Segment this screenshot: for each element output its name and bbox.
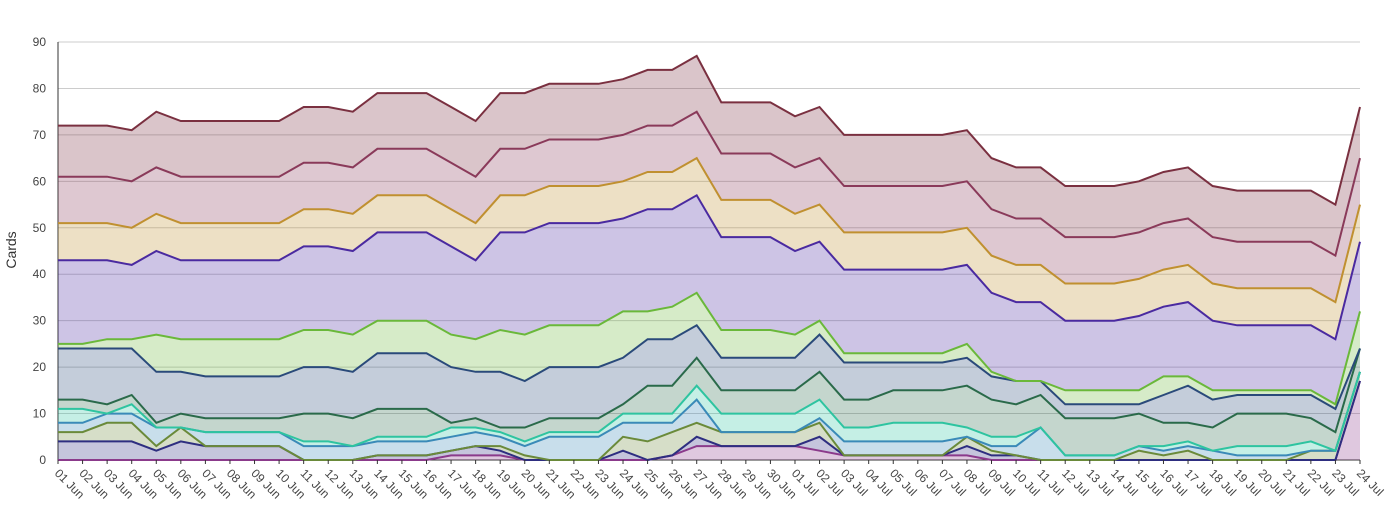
series-area-7 [58,292,1360,409]
y-tick-label: 10 [33,407,47,421]
y-tick-label: 0 [39,453,46,467]
y-tick-label: 30 [33,314,47,328]
x-tick-label: 02 Jul [813,466,846,499]
series-area-10 [58,111,1360,303]
y-tick-label: 70 [33,128,47,142]
x-tick-label: 10 Jul [1010,466,1043,499]
x-tick-label: 05 Jul [887,466,920,499]
series-line-5 [58,348,1361,434]
x-tick-label: 12 Jul [1059,466,1092,499]
series-line-2 [58,371,1361,461]
x-tick-label: 18 Jul [1206,466,1239,499]
x-tick-label: 24 Jul [1354,466,1387,499]
x-tick-label: 20 Jul [1256,466,1289,499]
series-area-4 [58,371,1360,456]
series-area-6 [58,325,1360,433]
y-axis-label: Cards [3,231,19,268]
x-tick-label: 09 Jul [985,466,1018,499]
y-axis-ticks: 0 10 20 30 40 50 60 70 80 90 [33,35,47,467]
y-tick-label: 20 [33,360,47,374]
series-area-5 [58,348,1360,456]
x-tick-label: 11 Jul [1034,466,1066,498]
x-tick-label: 22 Jul [1305,466,1338,499]
series-area-1 [58,381,1360,460]
x-tick-label: 17 Jul [1182,466,1215,499]
x-tick-label: 07 Jul [936,466,969,499]
series-line-10 [58,110,1361,258]
series-line-7 [58,291,1361,406]
series-area-9 [58,158,1360,340]
x-tick-label: 15 Jul [1133,466,1166,499]
y-tick-label: 80 [33,81,47,95]
y-tick-label: 50 [33,221,47,235]
series-line-11 [58,54,1361,207]
x-tick-label: 04 Jul [863,466,896,499]
series-lines [58,54,1361,462]
series-area-8 [58,195,1360,405]
series-line-9 [58,156,1361,304]
x-tick-label: 19 Jul [1231,466,1264,499]
y-tick-label: 40 [33,267,47,281]
y-tick-label: 90 [33,35,47,49]
x-tick-label: 13 Jul [1084,466,1117,499]
x-tick-label: 16 Jul [1157,466,1190,499]
y-tick-label: 60 [33,174,47,188]
series-line-4 [58,371,1361,457]
x-tick-label: 08 Jul [961,466,994,499]
x-tick-label: 14 Jul [1108,466,1141,499]
x-tick-label: 23 Jul [1329,466,1362,499]
x-tick-label: 06 Jul [912,466,945,499]
series-line-6 [58,323,1361,411]
series-line-8 [58,193,1361,341]
series-area-11 [58,55,1360,256]
x-tick-label: 21 Jul [1280,466,1313,499]
x-tick-label: 03 Jul [838,466,871,499]
